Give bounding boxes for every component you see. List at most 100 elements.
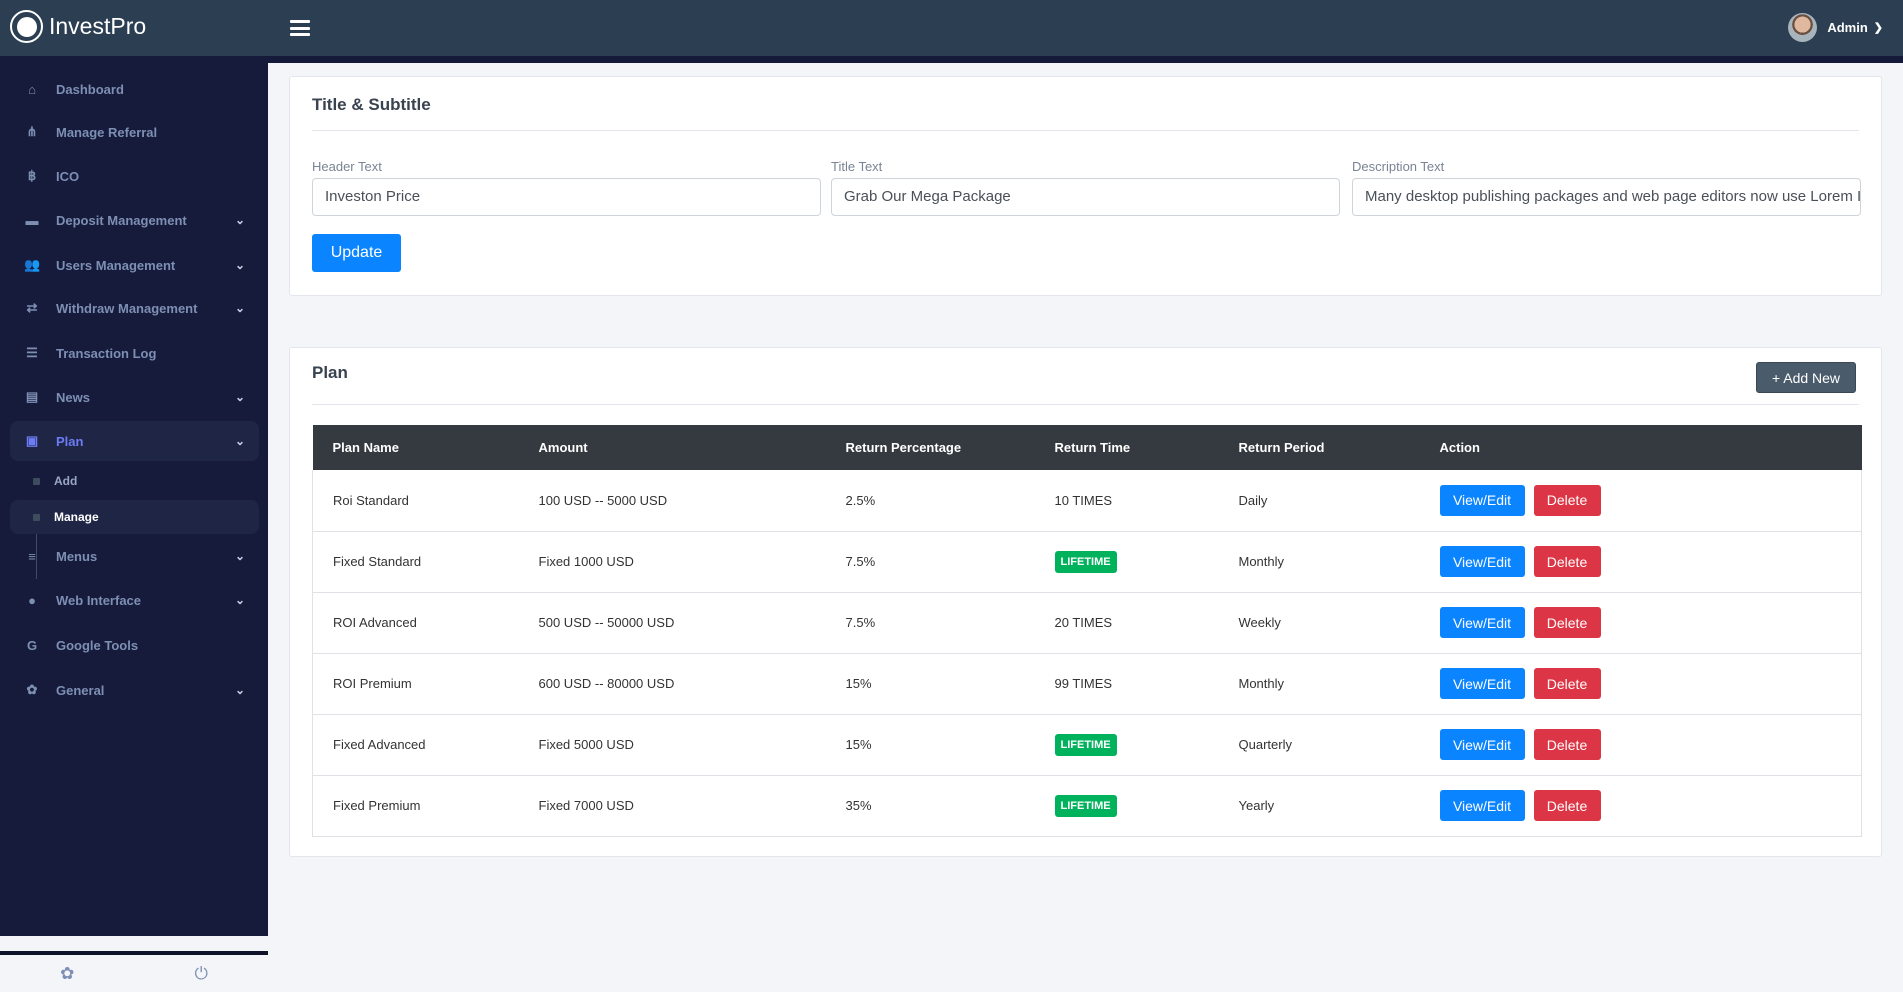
description-text-input[interactable]: Many desktop publishing packages and web… xyxy=(1352,178,1861,216)
delete-button[interactable]: Delete xyxy=(1533,546,1601,577)
delete-button[interactable]: Delete xyxy=(1533,668,1601,699)
chevron-down-icon: ❯ xyxy=(1873,22,1883,34)
sidebar-item-plan[interactable]: ▣ Plan ⌄ xyxy=(10,421,259,461)
bars-icon: ≡ xyxy=(28,548,36,564)
return-period: Daily xyxy=(1218,470,1420,532)
settings-icon[interactable]: ✿ xyxy=(60,963,75,983)
delete-button[interactable]: Delete xyxy=(1533,607,1601,638)
actions: View/Edit Delete xyxy=(1419,470,1862,532)
delete-button[interactable]: Delete xyxy=(1533,790,1601,821)
power-icon[interactable]: ⏻ xyxy=(194,963,208,983)
sidebar-item-label: Manage Referral xyxy=(56,124,158,140)
table-row: ROI Advanced 500 USD -- 50000 USD 7.5% 2… xyxy=(312,592,1862,654)
divider xyxy=(312,130,1859,131)
plan-name: ROI Premium xyxy=(312,653,519,715)
header-text-input[interactable]: Investon Price xyxy=(312,178,821,216)
globe-icon: ● xyxy=(28,592,36,608)
column-header: Action xyxy=(1419,425,1862,470)
sidebar-item-label: Google Tools xyxy=(56,637,139,653)
chevron-down-icon: ⌄ xyxy=(234,258,245,272)
brand-logo[interactable]: InvestPro xyxy=(10,10,146,43)
actions: View/Edit Delete xyxy=(1419,714,1862,776)
users-icon: 👥 xyxy=(24,257,41,272)
briefcase-icon: ▣ xyxy=(25,433,39,448)
amount: 500 USD -- 50000 USD xyxy=(518,592,826,654)
return-time-text: 10 TIMES xyxy=(1054,492,1113,508)
view-edit-button[interactable]: View/Edit xyxy=(1439,729,1525,760)
delete-button[interactable]: Delete xyxy=(1533,484,1601,516)
retweet-icon: ⇄ xyxy=(26,300,38,315)
divider xyxy=(312,404,1859,405)
chevron-down-icon: ⌄ xyxy=(234,390,245,404)
card-title: Plan xyxy=(312,363,348,382)
return-time: LIFETIME xyxy=(1034,714,1219,776)
view-edit-button[interactable]: View/Edit xyxy=(1439,668,1525,699)
sidebar-item-manage-referral[interactable]: ⋔ Manage Referral xyxy=(10,112,259,152)
return-period: Weekly xyxy=(1218,592,1420,654)
table-row: Fixed Premium Fixed 7000 USD 35% LIFETIM… xyxy=(312,775,1862,837)
return-period: Quarterly xyxy=(1218,714,1420,776)
return-percentage: 15% xyxy=(825,714,1035,776)
globe-logo-icon xyxy=(10,10,43,43)
sidebar-footer: ✿ ⏻ xyxy=(0,951,268,992)
chevron-down-icon: ⌄ xyxy=(234,301,245,315)
title-text-input[interactable]: Grab Our Mega Package xyxy=(831,178,1340,216)
view-edit-button[interactable]: View/Edit xyxy=(1439,607,1525,638)
sidebar: ✿ ⏻ ⌂ Dashboard ⋔ Manage Referral ฿ ICO ▬ Depos… xyxy=(0,56,268,983)
amount: 100 USD -- 5000 USD xyxy=(518,470,826,532)
chevron-down-icon: ⌄ xyxy=(234,593,245,607)
sidebar-item-deposit-management[interactable]: ▬ Deposit Management ⌄ xyxy=(10,200,259,240)
sidebar-item-transaction-log[interactable]: ☰ Transaction Log xyxy=(10,333,259,373)
chevron-down-icon: ⌄ xyxy=(234,434,245,448)
add-new-button[interactable]: + Add New xyxy=(1756,362,1856,393)
actions: View/Edit Delete xyxy=(1419,653,1862,715)
menu-toggle-icon[interactable] xyxy=(290,20,310,36)
subitem-label: Manage xyxy=(54,510,99,524)
sidebar-item-general[interactable]: ✿ General ⌄ xyxy=(10,670,259,710)
plan-card: Plan + Add New Plan Name Amount Return Per… xyxy=(289,347,1882,857)
sidebar-item-withdraw-management[interactable]: ⇄ Withdraw Management ⌄ xyxy=(10,288,259,328)
return-time: 99 TIMES xyxy=(1034,653,1219,715)
table-row: Fixed Advanced Fixed 5000 USD 15% LIFETI… xyxy=(312,714,1862,776)
sidebar-item-web-interface[interactable]: ● Web Interface ⌄ xyxy=(10,580,259,620)
home-icon: ⌂ xyxy=(28,81,36,97)
sidebar-item-label: ICO xyxy=(56,168,80,184)
return-time-text: 99 TIMES xyxy=(1054,676,1113,691)
sidebar-item-users-management[interactable]: 👥 Users Management ⌄ xyxy=(10,245,259,285)
sidebar-subitem-add[interactable]: Add xyxy=(10,464,259,498)
view-edit-button[interactable]: View/Edit xyxy=(1439,546,1525,577)
header-text-label: Header Text xyxy=(312,159,382,174)
sidebar-item-google-tools[interactable]: G Google Tools xyxy=(10,625,259,665)
title-text-label: Title Text xyxy=(831,159,883,174)
plan-name: Roi Standard xyxy=(312,470,519,532)
list-icon: ☰ xyxy=(26,345,38,360)
plan-table: Plan Name Amount Return Percentage Return T… xyxy=(312,425,1862,837)
table-row: Roi Standard 100 USD -- 5000 USD 2.5% 10… xyxy=(312,470,1862,532)
user-menu[interactable]: Admin ❯ xyxy=(1788,13,1883,42)
return-time-text: 20 TIMES xyxy=(1054,615,1113,630)
sidebar-item-label: Plan xyxy=(56,433,84,449)
sidebar-item-ico[interactable]: ฿ ICO xyxy=(10,156,259,196)
sidebar-item-dashboard[interactable]: ⌂ Dashboard xyxy=(10,69,259,109)
delete-button[interactable]: Delete xyxy=(1533,729,1601,760)
sidebar-subitem-manage[interactable]: Manage xyxy=(10,500,259,534)
column-header: Return Time xyxy=(1034,425,1219,470)
sidebar-item-label: Deposit Management xyxy=(56,212,187,228)
update-button[interactable]: Update xyxy=(312,234,401,272)
sidebar-item-label: Web Interface xyxy=(56,592,142,608)
actions: View/Edit Delete xyxy=(1419,775,1862,837)
sidebar-item-news[interactable]: ▤ News ⌄ xyxy=(10,377,259,417)
view-edit-button[interactable]: View/Edit xyxy=(1439,484,1525,516)
view-edit-button[interactable]: View/Edit xyxy=(1439,790,1525,821)
return-period: Monthly xyxy=(1218,531,1420,593)
sitemap-icon: ⋔ xyxy=(26,124,38,139)
sidebar-item-menus[interactable]: ≡ Menus ⌄ xyxy=(10,536,259,576)
table-row: ROI Premium 600 USD -- 80000 USD 15% 99 … xyxy=(312,653,1862,715)
topbar-strip xyxy=(268,56,1903,63)
actions: View/Edit Delete xyxy=(1419,592,1862,654)
submenu-line xyxy=(36,519,37,579)
sidebar-item-label: News xyxy=(56,389,90,405)
table-row: Fixed Standard Fixed 1000 USD 7.5% LIFET… xyxy=(312,531,1862,593)
return-percentage: 7.5% xyxy=(825,531,1035,593)
plan-name: Fixed Premium xyxy=(312,775,519,837)
